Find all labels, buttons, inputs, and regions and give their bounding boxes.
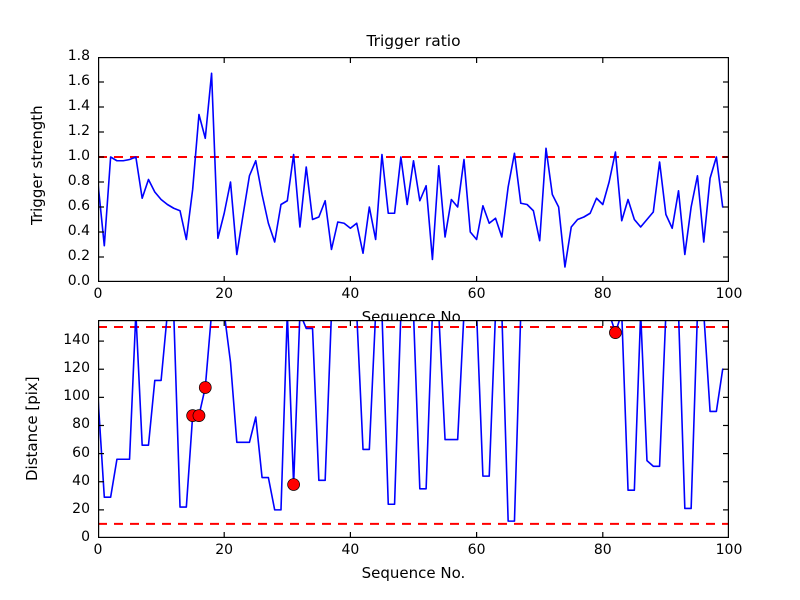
y-tick-label: 100 — [63, 388, 90, 405]
x-tick-label: 60 — [467, 542, 486, 558]
x-tick-label: 20 — [215, 542, 234, 558]
y-tick-label: 1.2 — [67, 123, 90, 139]
x-tick-label: 40 — [341, 542, 360, 558]
x-tick-label: 80 — [593, 542, 612, 558]
x-tick-label: 0 — [93, 542, 103, 558]
y-tick-label: 140 — [63, 332, 90, 349]
x-axis-label-bottom: Sequence No. — [361, 564, 466, 582]
x-tick-label: 40 — [341, 286, 360, 302]
y-tick-label: 0 — [81, 529, 90, 545]
y-tick-label: 0.8 — [67, 173, 90, 189]
y-tick-label: 1.8 — [67, 48, 90, 64]
x-tick-label: 0 — [93, 286, 103, 302]
y-tick-label: 80 — [72, 416, 90, 433]
x-tick-label: 100 — [715, 286, 743, 302]
y-tick-label: 60 — [72, 444, 90, 461]
y-tick-label: 1.0 — [67, 148, 90, 164]
x-tick-label: 60 — [467, 286, 486, 302]
y-tick-label: 0.0 — [67, 273, 90, 289]
x-tick-label: 20 — [215, 286, 234, 302]
plot-area-distance — [98, 320, 729, 538]
x-tick-label: 80 — [593, 286, 612, 302]
y-tick-label: 1.4 — [67, 98, 90, 114]
y-tick-label: 40 — [72, 472, 90, 489]
y-tick-label: 20 — [72, 500, 90, 517]
y-tick-label: 120 — [63, 360, 90, 377]
y-tick-label: 0.2 — [67, 248, 90, 264]
y-tick-label: 0.4 — [67, 223, 90, 239]
y-tick-label: 1.6 — [67, 73, 90, 89]
x-tick-label: 100 — [715, 542, 743, 558]
y-tick-label: 0.6 — [67, 198, 90, 214]
plot-area-trigger-ratio — [98, 57, 729, 282]
chart-title-trigger-ratio: Trigger ratio — [366, 32, 461, 50]
